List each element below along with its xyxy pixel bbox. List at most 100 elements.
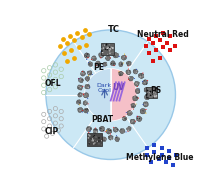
Circle shape — [139, 88, 140, 90]
Polygon shape — [113, 127, 118, 132]
Circle shape — [107, 46, 108, 48]
Circle shape — [89, 143, 90, 144]
Circle shape — [141, 75, 142, 76]
Circle shape — [120, 74, 121, 75]
Circle shape — [107, 46, 108, 47]
Circle shape — [82, 71, 83, 72]
Point — [167, 156, 171, 160]
Circle shape — [139, 92, 140, 93]
Polygon shape — [126, 126, 131, 131]
Circle shape — [88, 62, 89, 63]
Polygon shape — [95, 61, 100, 66]
Point — [45, 135, 48, 138]
Circle shape — [119, 72, 120, 73]
Circle shape — [111, 63, 112, 64]
Circle shape — [109, 129, 110, 130]
Polygon shape — [138, 73, 144, 79]
Circle shape — [156, 95, 157, 97]
Circle shape — [109, 46, 111, 48]
Circle shape — [137, 97, 138, 98]
Circle shape — [100, 140, 101, 141]
Circle shape — [131, 77, 132, 78]
Circle shape — [82, 110, 83, 111]
Circle shape — [96, 132, 97, 133]
Circle shape — [78, 102, 79, 103]
Circle shape — [149, 91, 151, 92]
Circle shape — [142, 81, 143, 82]
Circle shape — [85, 111, 86, 112]
Circle shape — [131, 112, 132, 113]
Circle shape — [109, 44, 110, 45]
Polygon shape — [126, 61, 131, 66]
Circle shape — [139, 75, 140, 76]
Circle shape — [87, 108, 88, 110]
Circle shape — [103, 140, 105, 141]
Circle shape — [120, 74, 121, 76]
Circle shape — [104, 62, 105, 63]
Circle shape — [79, 102, 80, 103]
Polygon shape — [102, 137, 106, 141]
Circle shape — [133, 122, 134, 124]
Circle shape — [121, 63, 122, 64]
Circle shape — [128, 73, 129, 74]
Polygon shape — [99, 126, 105, 132]
Polygon shape — [133, 96, 138, 101]
Circle shape — [144, 82, 145, 83]
Circle shape — [133, 105, 134, 106]
Circle shape — [109, 48, 111, 50]
FancyBboxPatch shape — [146, 88, 157, 98]
Circle shape — [89, 87, 90, 88]
Circle shape — [114, 54, 115, 55]
Circle shape — [138, 117, 139, 118]
Circle shape — [146, 88, 148, 89]
Point — [54, 122, 57, 125]
Circle shape — [100, 55, 101, 57]
Circle shape — [110, 57, 111, 58]
Circle shape — [87, 87, 88, 88]
Circle shape — [83, 94, 84, 95]
Circle shape — [119, 74, 120, 75]
Circle shape — [102, 52, 103, 53]
Circle shape — [105, 131, 106, 132]
Circle shape — [96, 65, 97, 66]
Circle shape — [96, 64, 97, 65]
Point — [59, 68, 63, 71]
Point — [159, 56, 162, 59]
Circle shape — [110, 48, 111, 50]
Circle shape — [85, 56, 86, 57]
Circle shape — [78, 108, 79, 109]
Circle shape — [153, 97, 154, 98]
Circle shape — [128, 130, 129, 131]
Circle shape — [89, 131, 91, 132]
Circle shape — [118, 71, 119, 72]
Circle shape — [86, 101, 87, 102]
Circle shape — [109, 50, 110, 52]
Circle shape — [124, 56, 125, 57]
Circle shape — [101, 56, 102, 57]
Polygon shape — [103, 62, 107, 66]
Circle shape — [106, 130, 107, 131]
Circle shape — [98, 137, 100, 139]
Circle shape — [130, 112, 131, 113]
Circle shape — [125, 56, 127, 57]
Circle shape — [93, 131, 94, 132]
Circle shape — [107, 54, 108, 55]
Circle shape — [145, 109, 146, 110]
Circle shape — [150, 94, 151, 96]
Circle shape — [150, 96, 151, 97]
Circle shape — [132, 106, 133, 107]
Circle shape — [146, 97, 147, 98]
Circle shape — [133, 105, 134, 107]
Circle shape — [117, 138, 119, 140]
Polygon shape — [87, 71, 92, 75]
Point — [157, 158, 160, 161]
Circle shape — [80, 79, 81, 81]
Point — [150, 161, 153, 164]
Circle shape — [121, 129, 122, 130]
Point — [87, 33, 91, 36]
Polygon shape — [119, 71, 123, 76]
Circle shape — [142, 110, 144, 112]
Wedge shape — [84, 69, 111, 121]
Circle shape — [140, 76, 141, 78]
Circle shape — [111, 46, 112, 47]
